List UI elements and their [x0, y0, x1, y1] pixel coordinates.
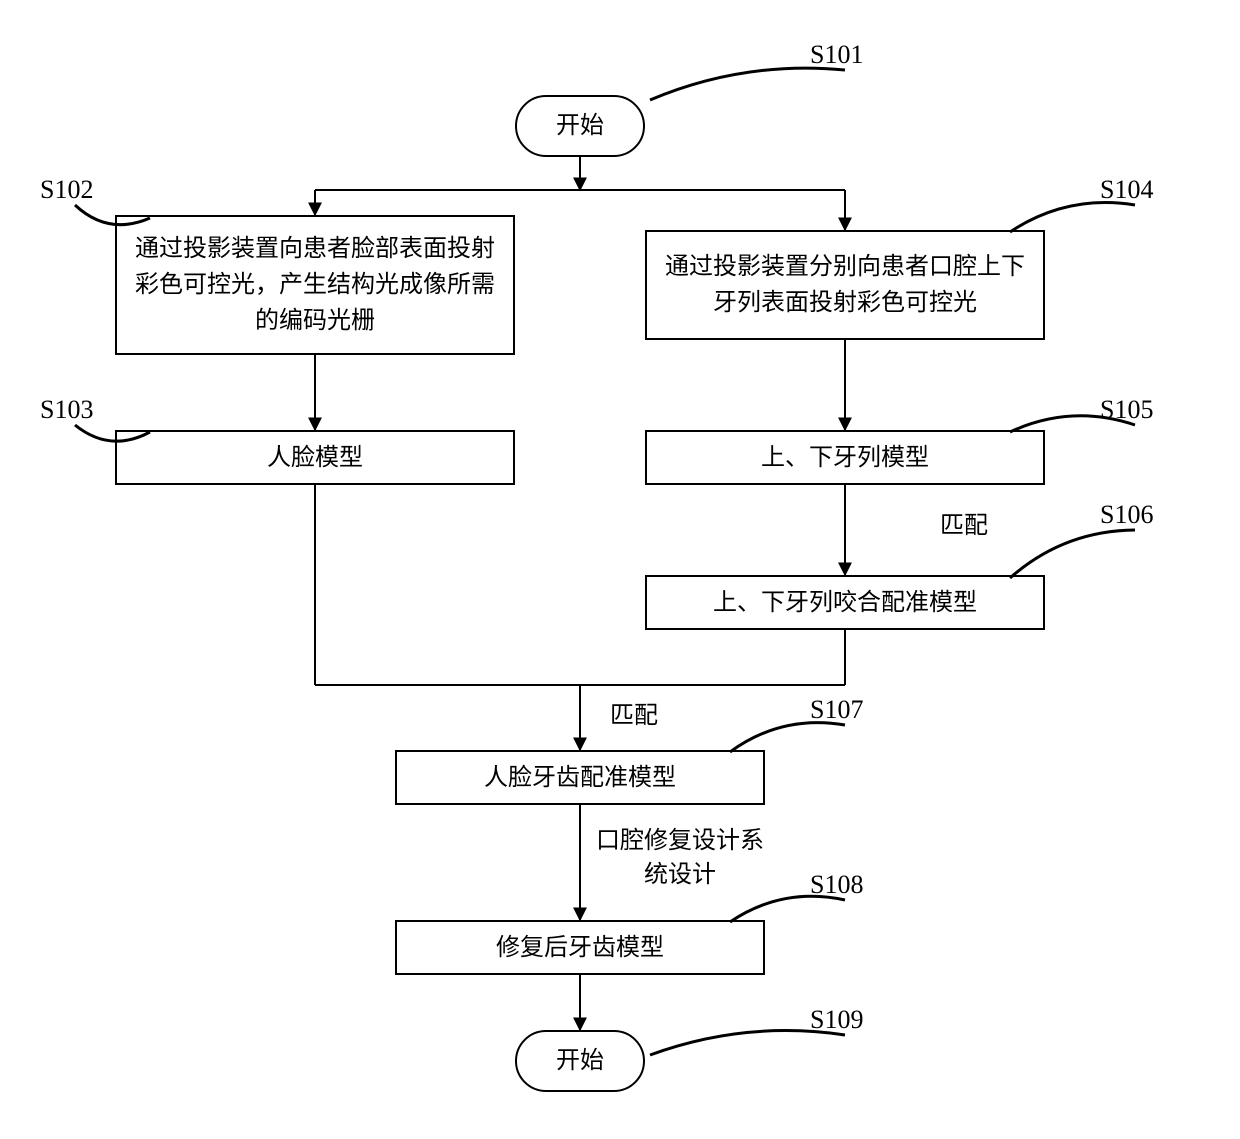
label-s102-text: S102	[40, 175, 93, 204]
node-end: 开始	[515, 1030, 645, 1092]
edge-label-match2-text: 匹配	[610, 703, 658, 729]
label-s103: S103	[40, 395, 93, 425]
node-s104-text: 通过投影装置分别向患者口腔上下牙列表面投射彩色可控光	[659, 249, 1031, 321]
node-start-text: 开始	[556, 108, 604, 144]
node-s106-text: 上、下牙列咬合配准模型	[713, 585, 977, 621]
label-s107: S107	[810, 695, 863, 725]
node-s104: 通过投影装置分别向患者口腔上下牙列表面投射彩色可控光	[645, 230, 1045, 340]
label-s106: S106	[1100, 500, 1153, 530]
label-s102: S102	[40, 175, 93, 205]
node-s102: 通过投影装置向患者脸部表面投射彩色可控光，产生结构光成像所需的编码光栅	[115, 215, 515, 355]
edge-label-design-text: 口腔修复设计系统设计	[596, 828, 764, 888]
label-s105: S105	[1100, 395, 1153, 425]
label-s109: S109	[810, 1005, 863, 1035]
node-end-text: 开始	[556, 1043, 604, 1079]
edge-label-match1: 匹配	[940, 505, 988, 540]
label-s109-text: S109	[810, 1005, 863, 1034]
node-s103-text: 人脸模型	[267, 440, 363, 476]
edge-label-match1-text: 匹配	[940, 513, 988, 539]
node-s105: 上、下牙列模型	[645, 430, 1045, 485]
flowchart-canvas: 开始 通过投影装置向患者脸部表面投射彩色可控光，产生结构光成像所需的编码光栅 通…	[0, 0, 1240, 1139]
label-s101-text: S101	[810, 40, 863, 69]
edge-label-match2: 匹配	[610, 695, 658, 730]
node-s106: 上、下牙列咬合配准模型	[645, 575, 1045, 630]
label-s104-text: S104	[1100, 175, 1153, 204]
node-s107: 人脸牙齿配准模型	[395, 750, 765, 805]
label-s101: S101	[810, 40, 863, 70]
node-s103: 人脸模型	[115, 430, 515, 485]
label-s108-text: S108	[810, 870, 863, 899]
node-s108-text: 修复后牙齿模型	[496, 930, 664, 966]
label-s105-text: S105	[1100, 395, 1153, 424]
node-s102-text: 通过投影装置向患者脸部表面投射彩色可控光，产生结构光成像所需的编码光栅	[129, 231, 501, 339]
label-s108: S108	[810, 870, 863, 900]
label-s104: S104	[1100, 175, 1153, 205]
node-s108: 修复后牙齿模型	[395, 920, 765, 975]
node-s105-text: 上、下牙列模型	[761, 440, 929, 476]
node-start: 开始	[515, 95, 645, 157]
node-s107-text: 人脸牙齿配准模型	[484, 760, 676, 796]
edge-label-design: 口腔修复设计系统设计	[595, 825, 765, 892]
label-s106-text: S106	[1100, 500, 1153, 529]
label-s103-text: S103	[40, 395, 93, 424]
label-s107-text: S107	[810, 695, 863, 724]
